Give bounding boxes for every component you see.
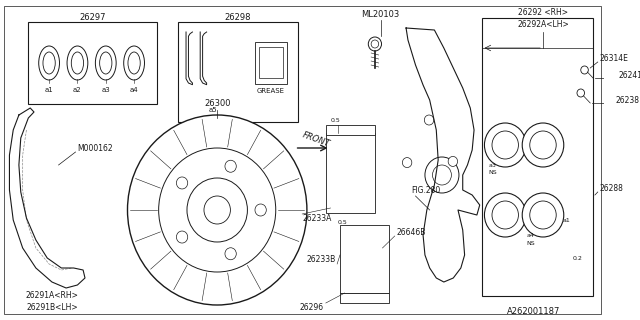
Circle shape: [368, 37, 381, 51]
Circle shape: [177, 177, 188, 189]
Bar: [259, 47, 284, 78]
Circle shape: [433, 165, 451, 185]
Text: 0.5: 0.5: [330, 117, 340, 123]
Bar: [326, 125, 375, 135]
Circle shape: [127, 115, 307, 305]
Text: 0.5: 0.5: [338, 220, 348, 225]
Text: 26291B<LH>: 26291B<LH>: [26, 302, 77, 311]
Text: 26238: 26238: [616, 95, 640, 105]
Text: GREASE: GREASE: [257, 88, 285, 94]
Circle shape: [530, 131, 556, 159]
Circle shape: [177, 231, 188, 243]
Text: a1: a1: [563, 218, 570, 222]
Text: 26292A<LH>: 26292A<LH>: [517, 20, 569, 28]
Circle shape: [522, 123, 564, 167]
Circle shape: [255, 204, 266, 216]
Text: 26291A<RH>: 26291A<RH>: [26, 291, 78, 300]
Circle shape: [424, 115, 434, 125]
Circle shape: [448, 156, 458, 166]
Text: 26292 <RH>: 26292 <RH>: [518, 7, 568, 17]
Circle shape: [484, 193, 526, 237]
Bar: [340, 293, 389, 303]
Text: 26233A: 26233A: [302, 213, 332, 222]
Bar: [255, 42, 287, 84]
Text: 26314E: 26314E: [600, 53, 628, 62]
Text: a3: a3: [101, 87, 110, 93]
Circle shape: [425, 157, 459, 193]
Circle shape: [530, 201, 556, 229]
Circle shape: [484, 123, 526, 167]
Circle shape: [577, 89, 584, 97]
Circle shape: [492, 131, 518, 159]
Text: 26298: 26298: [225, 12, 252, 21]
Text: A262001187: A262001187: [507, 308, 560, 316]
Text: a4: a4: [130, 87, 138, 93]
Text: a3: a3: [489, 163, 497, 167]
Text: 26233B: 26233B: [307, 255, 336, 265]
Text: FIG.280: FIG.280: [411, 186, 440, 195]
Text: ML20103: ML20103: [362, 10, 400, 19]
Circle shape: [187, 178, 248, 242]
Circle shape: [580, 66, 588, 74]
Text: 26297: 26297: [79, 12, 106, 21]
Text: 26288: 26288: [600, 183, 623, 193]
Circle shape: [403, 157, 412, 168]
Circle shape: [204, 196, 230, 224]
Text: a5: a5: [209, 107, 218, 113]
Text: 26300: 26300: [204, 99, 230, 108]
Circle shape: [159, 148, 276, 272]
Bar: [482, 18, 593, 296]
Text: 26296: 26296: [300, 303, 324, 313]
Bar: [340, 225, 389, 293]
Text: a4: a4: [527, 233, 534, 237]
Circle shape: [225, 160, 236, 172]
Circle shape: [371, 40, 379, 48]
Text: FRONT: FRONT: [301, 131, 332, 149]
Text: 0.2: 0.2: [573, 255, 583, 260]
Text: a2: a2: [73, 87, 82, 93]
Text: M000162: M000162: [77, 143, 113, 153]
Text: a1: a1: [45, 87, 54, 93]
Circle shape: [492, 201, 518, 229]
Bar: [28, 22, 157, 104]
Text: 26646B: 26646B: [397, 228, 426, 236]
Bar: [326, 133, 375, 213]
Circle shape: [522, 193, 564, 237]
Text: 26241: 26241: [618, 70, 640, 79]
Text: NS: NS: [527, 241, 535, 245]
Bar: [177, 22, 298, 122]
Text: NS: NS: [488, 170, 497, 174]
Circle shape: [225, 248, 236, 260]
